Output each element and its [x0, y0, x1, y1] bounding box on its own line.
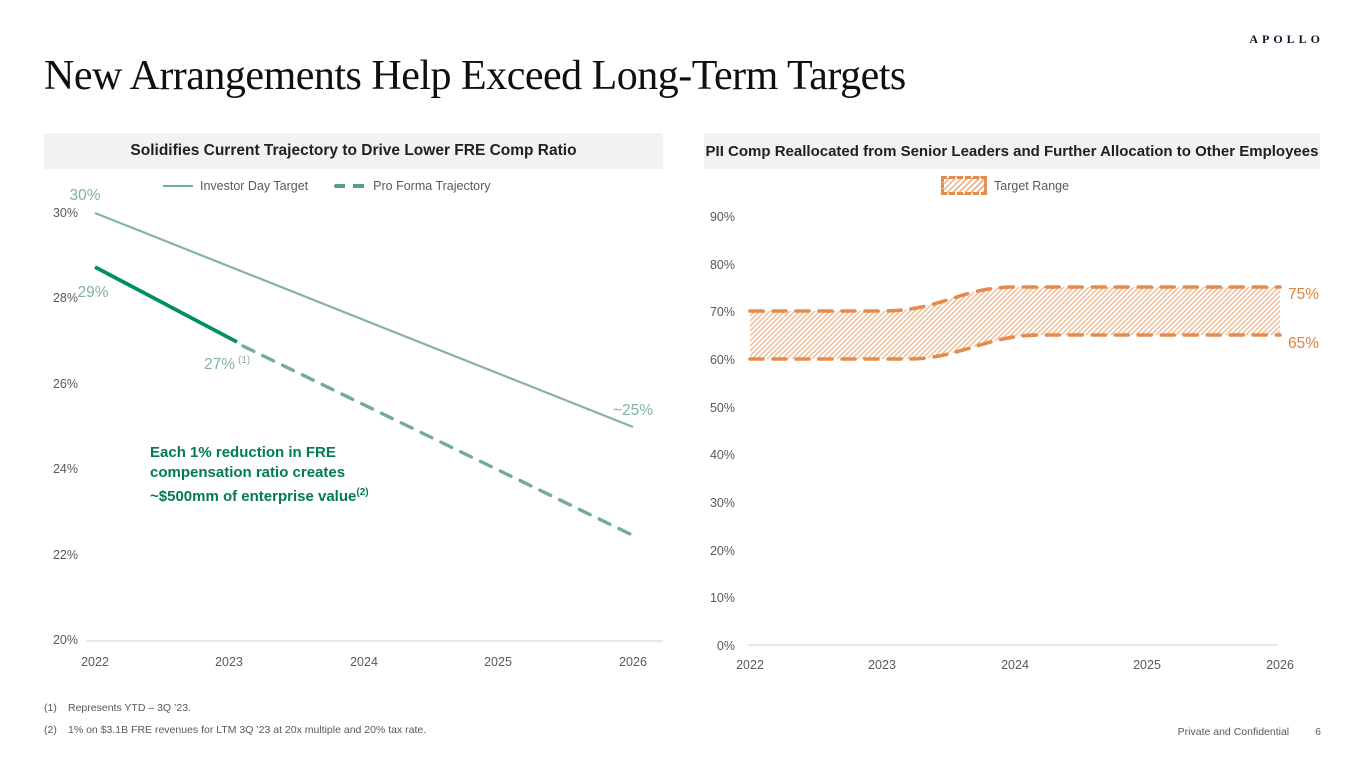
actual-end-value: 27%	[204, 356, 235, 373]
footnote-2-marker: (2)	[44, 724, 57, 736]
footnote-1-text: Represents YTD – 3Q ’23.	[68, 702, 191, 714]
left-x-tick: 2022	[81, 655, 109, 669]
lower-bound-label: 65%	[1288, 335, 1319, 352]
right-y-tick: 20%	[710, 544, 735, 558]
legend-label-pro-forma-trajectory: Pro Forma Trajectory	[373, 179, 491, 193]
actual-end-label: 27% (1)	[204, 355, 250, 373]
dashed-line-swatch-icon	[334, 184, 367, 188]
left-chart-title: Solidifies Current Trajectory to Drive L…	[44, 133, 663, 169]
actual-trajectory-line	[94, 265, 238, 344]
right-y-tick: 40%	[710, 448, 735, 462]
left-y-tick: 30%	[53, 206, 78, 220]
legend-item-pro-forma-trajectory: Pro Forma Trajectory	[334, 179, 491, 193]
right-x-tick: 2022	[736, 658, 764, 672]
left-y-tick: 22%	[53, 548, 78, 562]
left-x-tick: 2024	[350, 655, 378, 669]
legend-item-target-range: Target Range	[941, 176, 1069, 195]
page-title: New Arrangements Help Exceed Long-Term T…	[44, 53, 906, 99]
footnote-2: (2) 1% on $3.1B FRE revenues for LTM 3Q ’…	[44, 724, 426, 736]
enterprise-value-annotation: Each 1% reduction in FRE compensation ra…	[150, 443, 369, 507]
footnote-ref-1: (1)	[238, 355, 250, 366]
right-x-tick: 2024	[1001, 658, 1029, 672]
right-y-tick: 30%	[710, 496, 735, 510]
upper-bound-label: 75%	[1288, 286, 1319, 303]
right-chart-legend: Target Range	[941, 176, 1069, 195]
target-start-label: 30%	[69, 187, 100, 204]
legend-label-target-range: Target Range	[994, 178, 1070, 193]
right-y-tick: 50%	[710, 401, 735, 415]
hatched-area-swatch-icon	[941, 176, 987, 195]
target-range-band	[750, 287, 1280, 359]
left-y-tick: 20%	[53, 633, 78, 647]
fre-comp-ratio-chart: 30% 28% 26% 24% 22% 20% 2022 2023 2024 2…	[53, 187, 663, 669]
page-number: 6	[1315, 726, 1321, 738]
left-y-tick: 28%	[53, 291, 78, 305]
annotation-line-1: Each 1% reduction in FRE	[150, 444, 336, 461]
right-x-tick: 2025	[1133, 658, 1161, 672]
actual-start-label: 29%	[77, 284, 108, 301]
target-range-lower-edge	[748, 333, 1282, 361]
right-y-tick: 10%	[710, 591, 735, 605]
pii-comp-target-range-chart: 90% 80% 70% 60% 50% 40% 30% 20% 10% 0% 2…	[710, 210, 1319, 672]
legend-label-investor-day-target: Investor Day Target	[200, 179, 309, 193]
right-y-tick: 80%	[710, 258, 735, 272]
right-y-tick: 70%	[710, 305, 735, 319]
footnote-ref-2: (2)	[356, 487, 369, 498]
left-chart-legend: Investor Day Target Pro Forma Trajectory	[163, 179, 491, 193]
left-y-tick: 26%	[53, 377, 78, 391]
right-x-tick: 2023	[868, 658, 896, 672]
left-x-tick: 2023	[215, 655, 243, 669]
right-x-tick: 2026	[1266, 658, 1294, 672]
right-y-tick: 90%	[710, 210, 735, 224]
legend-item-investor-day-target: Investor Day Target	[163, 179, 308, 193]
annotation-line-3: ~$500mm of enterprise value	[150, 488, 357, 505]
left-x-tick: 2025	[484, 655, 512, 669]
footer: Private and Confidential 6	[1178, 726, 1321, 738]
right-y-tick: 60%	[710, 353, 735, 367]
footnote-1: (1) Represents YTD – 3Q ’23.	[44, 702, 191, 714]
footnote-2-text: 1% on $3.1B FRE revenues for LTM 3Q ’23 …	[68, 724, 427, 736]
right-y-tick: 0%	[717, 639, 735, 653]
investor-day-target-line	[94, 211, 634, 429]
footnote-1-marker: (1)	[44, 702, 57, 714]
confidential-label: Private and Confidential	[1177, 726, 1290, 738]
apollo-logo: APOLLO	[1249, 32, 1324, 46]
pro-forma-trajectory-line	[241, 344, 632, 536]
annotation-line-2: compensation ratio creates	[150, 464, 346, 481]
solid-line-swatch-icon	[163, 185, 193, 187]
target-range-upper-edge	[748, 285, 1282, 313]
left-y-tick: 24%	[53, 462, 78, 476]
left-x-tick: 2026	[619, 655, 647, 669]
target-end-label: ~25%	[613, 402, 653, 419]
right-chart-title: PII Comp Reallocated from Senior Leaders…	[704, 133, 1320, 169]
